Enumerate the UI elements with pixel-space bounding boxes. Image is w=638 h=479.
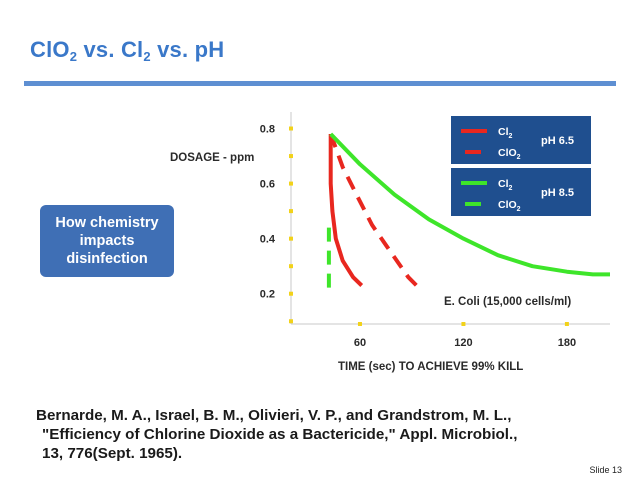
y-tick-label: 0.2 [260,289,275,301]
legend-label: ClO2 [498,199,521,213]
chart-series [326,132,610,293]
legend-group [451,168,591,216]
legend-ph-label: pH 6.5 [541,135,574,147]
callout-line: disinfection [66,251,148,267]
title-underline [24,81,616,86]
y-tick-mark [289,319,293,324]
series-line-ph-6.5-cl2 [328,134,364,287]
callout-text: How chemistry impacts disinfection [40,214,174,268]
x-tick-label: 120 [454,337,472,349]
y-tick-mark [289,236,293,241]
x-tick-mark [461,322,466,326]
chart-legend: Cl2 ClO2 pH 6.5 Cl2 ClO2 pH 8.5 [451,116,591,216]
series-line-ph-6.5-clo2 [328,133,424,293]
x-tick-mark [564,322,569,326]
chart-axes: 0.2 0.4 0.6 0.8 60 120 180 [260,112,610,349]
legend-group [451,116,591,164]
callout-line: impacts [79,233,135,249]
y-tick-mark [289,154,293,159]
legend-label: Cl2 [498,178,513,192]
y-tick-mark [289,291,293,296]
y-tick-label: 0.6 [260,179,275,191]
y-tick-mark [289,181,293,186]
y-tick-mark [289,264,293,269]
y-tick-mark [289,209,293,214]
legend-ph-label: pH 8.5 [541,187,574,199]
callout-box [40,205,174,277]
y-axis-label: DOSAGE - ppm [170,152,254,164]
y-tick-mark [289,126,293,131]
citation-line: Bernarde, M. A., Israel, B. M., Olivieri… [36,407,512,424]
chart-annotation: E. Coli (15,000 cells/ml) [444,296,571,308]
x-tick-mark [357,322,362,326]
x-tick-label: 180 [558,337,576,349]
slide-number: Slide 13 [589,465,622,475]
slide-title: ClO2 vs. Cl2 vs. pH [30,37,225,64]
citation-line: "Efficiency of Chlorine Dioxide as a Bac… [42,426,518,443]
y-tick-label: 0.4 [260,234,276,246]
x-axis-label: TIME (sec) TO ACHIEVE 99% KILL [338,361,523,373]
y-tick-label: 0.8 [260,124,275,136]
callout-line: How chemistry [55,215,159,231]
citation: Bernarde, M. A., Israel, B. M., Olivieri… [36,406,606,463]
series-line-ph-8.5-cl2 [329,132,610,277]
legend-label: Cl2 [498,126,513,140]
x-tick-label: 60 [354,337,366,349]
citation-line: 13, 776(Sept. 1965). [42,445,183,462]
legend-label: ClO2 [498,147,521,161]
